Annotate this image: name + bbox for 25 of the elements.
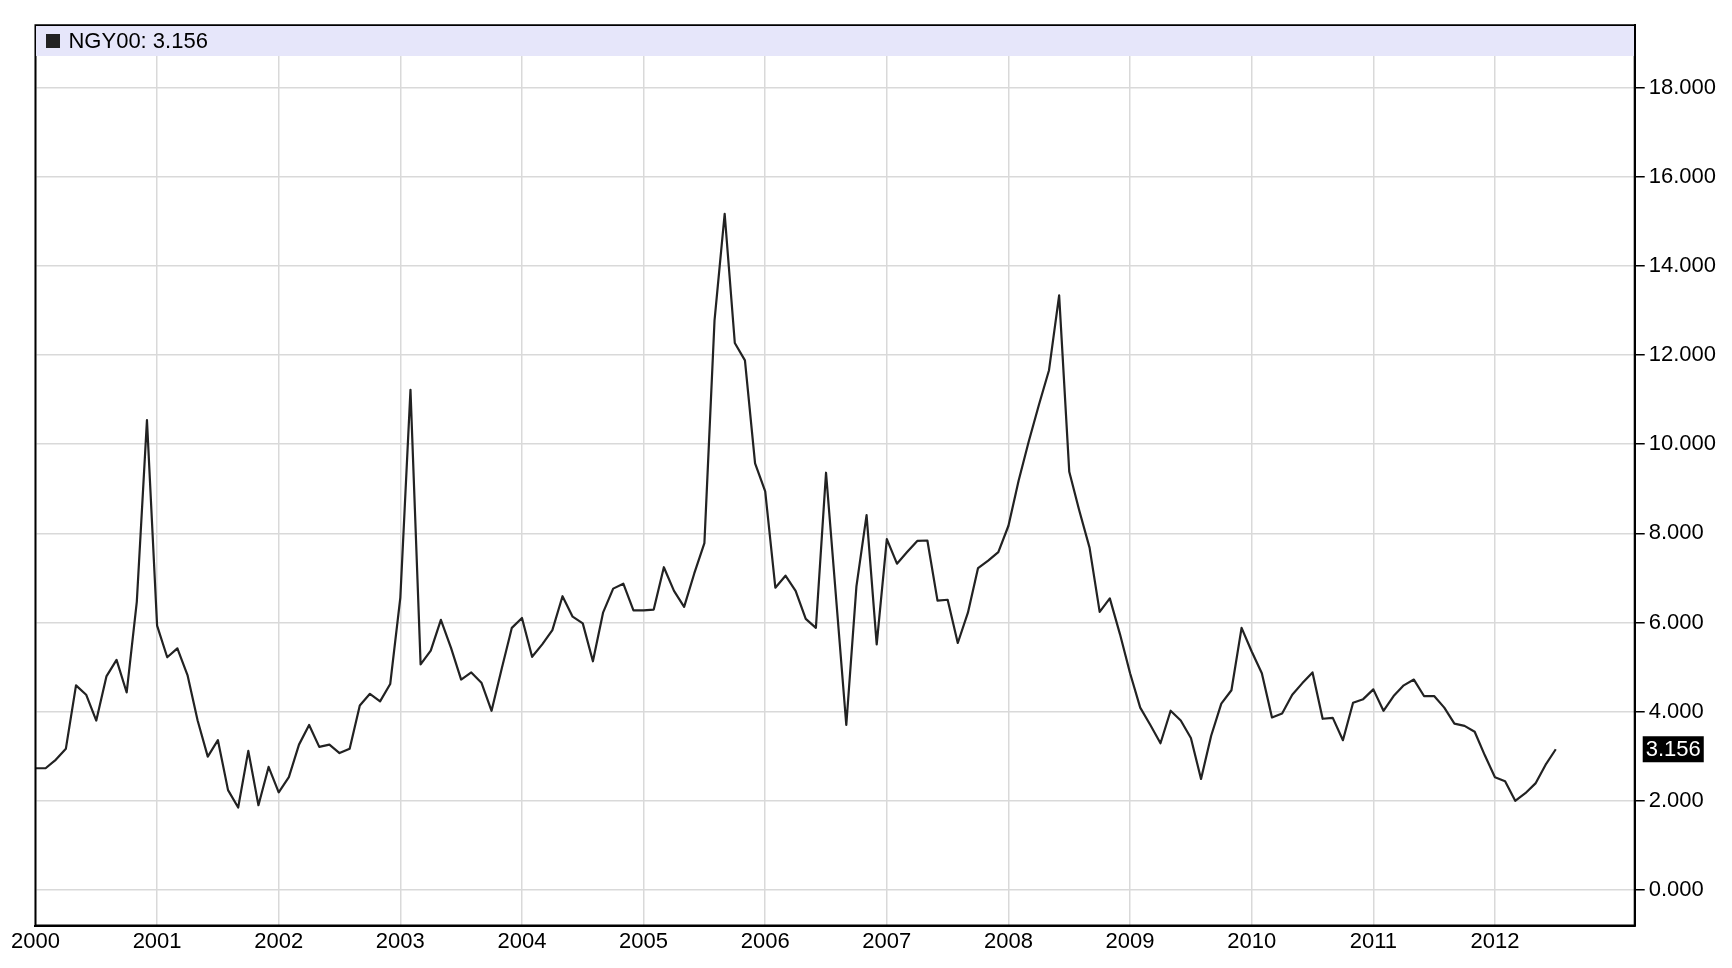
x-tick-label: 2010 [1227, 927, 1277, 953]
x-tick-label: 2009 [1105, 927, 1155, 953]
y-tick-label: 2.000 [1648, 786, 1704, 812]
y-tick-label: 4.000 [1648, 697, 1704, 723]
y-tick-label: 14.000 [1648, 251, 1717, 277]
y-tick-label: 12.000 [1648, 341, 1717, 367]
legend-label: NGY00: 3.156 [68, 28, 208, 55]
y-tick-label: 8.000 [1648, 519, 1704, 545]
x-tick-label: 2004 [497, 927, 547, 953]
x-tick-label: 2000 [10, 927, 60, 953]
y-tick-label: 6.000 [1648, 608, 1704, 634]
x-tick-label: 2012 [1470, 927, 1520, 953]
y-tick-label: 16.000 [1648, 162, 1717, 188]
x-tick-label: 2006 [740, 927, 790, 953]
x-tick-label: 2002 [254, 927, 304, 953]
x-tick-label: 2001 [132, 927, 182, 953]
x-tick-label: 2007 [862, 927, 912, 953]
y-tick-label: 18.000 [1648, 73, 1717, 99]
y-tick-label: 10.000 [1648, 430, 1717, 456]
x-tick-label: 2011 [1349, 927, 1397, 953]
x-tick-label: 2005 [619, 927, 669, 953]
x-tick-label: 2003 [375, 927, 425, 953]
y-tick-label: 0.000 [1648, 876, 1704, 901]
x-tick-label: 2008 [983, 927, 1033, 953]
text: 3.156 [1645, 736, 1701, 762]
